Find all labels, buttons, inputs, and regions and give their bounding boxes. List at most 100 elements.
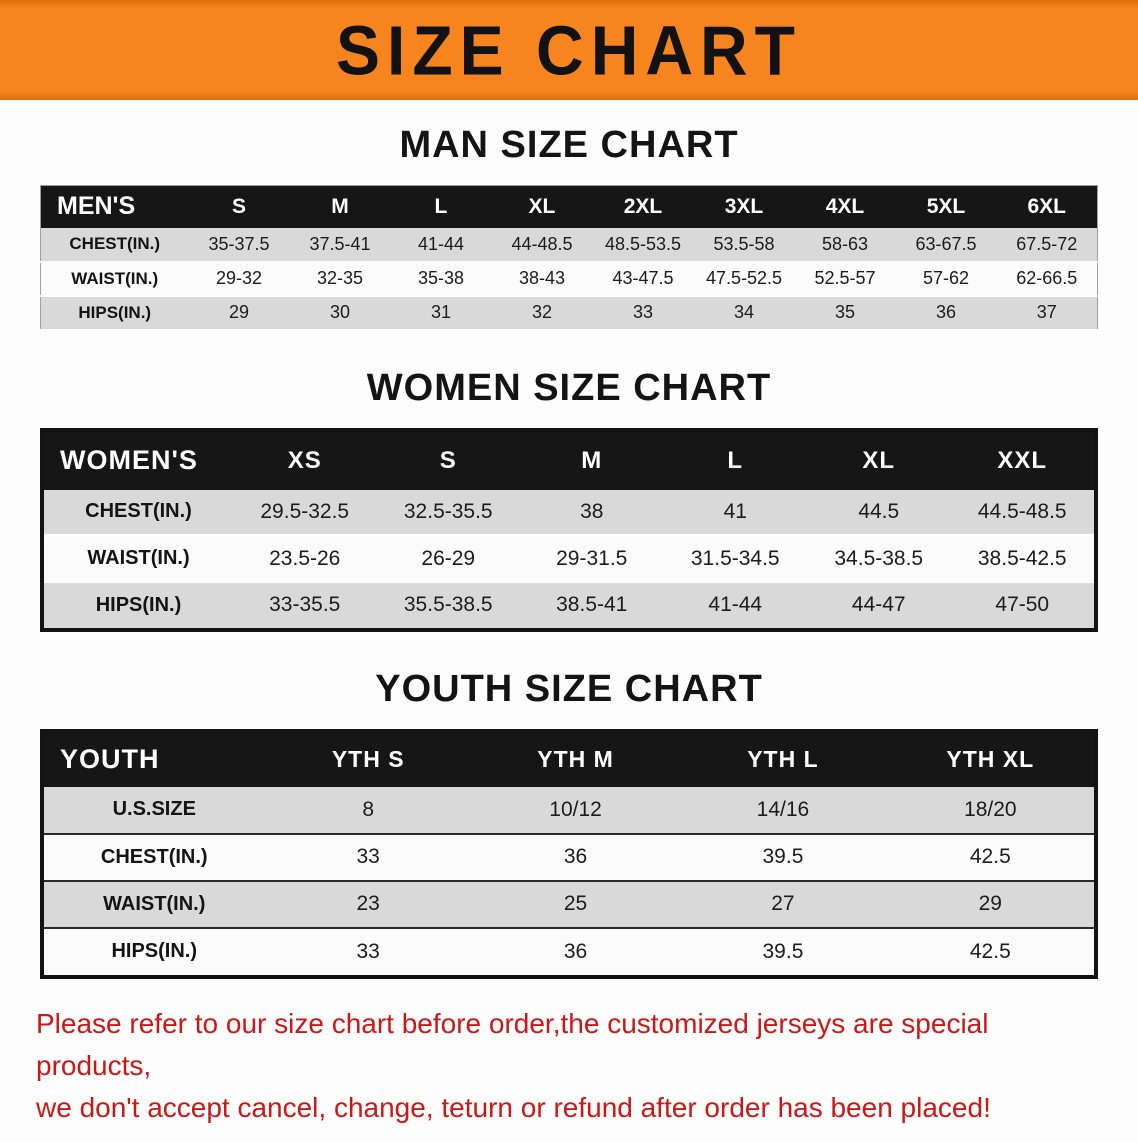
size-value-cell: 37 (1036, 302, 1057, 322)
measurement-row: HIPS(IN.) 33 36 39.5 42.5 (44, 927, 1094, 975)
size-column-header: L (663, 431, 807, 490)
size-value-cell: 41-44 (417, 233, 464, 254)
measurement-row: U.S.SIZE 8 10/12 14/16 18/20 (44, 786, 1094, 834)
size-charts: MAN SIZE CHART MEN'S S M L XL 2XL 3XL 4XL 5XL 6XL… (0, 124, 1138, 979)
header-row: WOMEN'S XS S M L XL XXL (44, 431, 1094, 490)
size-value-cell: 42.5 (969, 939, 1011, 963)
size-value-cell: 26-29 (421, 546, 476, 570)
size-value-cell: 35-37.5 (208, 233, 270, 254)
size-value-cell: 63-67.5 (915, 233, 977, 254)
size-value-cell: 36 (563, 939, 588, 963)
youth-size-section: YOUTH SIZE CHART YOUTH YTH S YTH M YTH L YTH… (0, 668, 1138, 979)
size-value-cell: 52.5-57 (814, 268, 876, 288)
size-column-header: L (390, 185, 492, 228)
size-column-header: XXL (950, 431, 1094, 490)
size-value-cell: 31.5-34.5 (690, 546, 780, 570)
size-value-cell: 32-35 (316, 268, 363, 288)
size-value-cell: 8 (362, 797, 375, 821)
measurement-row: WAIST(IN.) 29-32 32-35 35-38 38-43 43-47.5 47.… (40, 261, 1098, 296)
size-value-cell: 44-47 (851, 593, 906, 617)
size-value-cell: 32.5-35.5 (403, 499, 493, 523)
size-column-header: YTH XL (886, 732, 1094, 787)
women-size-table: WOMEN'S XS S M L XL XXL CHEST(IN.) 29.5-32.5 32.5… (44, 431, 1094, 628)
measurement-row: CHEST(IN.) 33 36 39.5 42.5 (44, 833, 1094, 881)
size-value-cell: 31 (430, 302, 451, 322)
size-column-header: S (188, 185, 290, 228)
size-column-header: XL (491, 185, 593, 228)
size-value-cell: 39.5 (762, 845, 804, 868)
size-column-header: S (376, 431, 520, 490)
measurement-row: WAIST(IN.) 23.5-26 26-29 29-31.5 31.5-34.5 34… (44, 535, 1094, 582)
size-value-cell: 34 (733, 302, 754, 322)
table-title-cell: YOUTH (44, 732, 265, 787)
youth-size-table-wrap: YOUTH YTH S YTH M YTH L YTH XL U.S.SIZE 8 10/12… (40, 728, 1098, 979)
size-value-cell: 38.5-41 (556, 593, 628, 617)
size-value-cell: 42.5 (969, 845, 1011, 868)
size-value-cell: 57-62 (922, 268, 969, 288)
size-value-cell: 23.5-26 (269, 546, 341, 570)
men-size-table: MEN'S S M L XL 2XL 3XL 4XL 5XL 6XL CHEST(IN.) 35-37… (40, 185, 1098, 331)
size-value-cell: 48.5-53.5 (604, 233, 681, 254)
measurement-row: CHEST(IN.) 29.5-32.5 32.5-35.5 38 41 44.5 44.5… (44, 489, 1094, 536)
size-value-cell: 35-38 (417, 268, 464, 288)
size-column-header: 5XL (895, 185, 997, 228)
size-column-header: 3XL (693, 185, 795, 228)
size-value-cell: 29 (978, 892, 1002, 915)
row-label: CHEST(IN.) (100, 845, 208, 868)
size-value-cell: 47-50 (995, 593, 1050, 617)
size-value-cell: 44-48.5 (511, 233, 573, 254)
table-title-cell: MEN'S (40, 185, 189, 228)
disclaimer-line-2: we don't accept cancel, change, teturn o… (36, 1091, 991, 1123)
size-value-cell: 38-43 (518, 268, 565, 288)
size-value-cell: 41-44 (708, 593, 763, 617)
measurement-row: HIPS(IN.) 29 30 31 32 33 34 35 36 37 (40, 295, 1098, 330)
size-value-cell: 32 (531, 302, 552, 322)
size-column-header: 6XL (996, 185, 1098, 228)
measurement-row: CHEST(IN.) 35-37.5 37.5-41 41-44 44-48.5 48.5… (40, 227, 1098, 262)
women-size-table-wrap: WOMEN'S XS S M L XL XXL CHEST(IN.) 29.5-32.5 32.5… (40, 427, 1098, 632)
size-value-cell: 27 (771, 892, 795, 915)
size-value-cell: 33 (356, 845, 380, 868)
size-value-cell: 43-47.5 (612, 268, 674, 288)
size-value-cell: 23 (356, 892, 380, 915)
size-value-cell: 33-35.5 (269, 593, 341, 617)
size-value-cell: 29-31.5 (556, 546, 628, 570)
row-label: WAIST(IN.) (103, 892, 206, 915)
size-value-cell: 67.5-72 (1016, 233, 1078, 254)
measurement-row: WAIST(IN.) 23 25 27 29 (44, 880, 1094, 928)
disclaimer: Please refer to our size chart before or… (36, 1003, 1102, 1129)
size-column-header: XL (807, 431, 951, 490)
size-value-cell: 38 (580, 499, 604, 523)
size-value-cell: 18/20 (964, 797, 1017, 821)
women-section-heading: WOMEN SIZE CHART (366, 366, 772, 409)
size-value-cell: 29 (228, 302, 249, 322)
men-section-heading: MAN SIZE CHART (399, 124, 739, 166)
size-value-cell: 34.5-38.5 (834, 546, 924, 570)
size-value-cell: 53.5-58 (713, 233, 775, 254)
size-value-cell: 44.5 (858, 499, 900, 523)
size-value-cell: 33 (632, 302, 653, 322)
page-title: SIZE CHART (336, 10, 802, 90)
size-column-header: 4XL (794, 185, 896, 228)
disclaimer-line-1: Please refer to our size chart before or… (36, 1007, 989, 1081)
table-title-cell: WOMEN'S (44, 431, 233, 490)
size-value-cell: 10/12 (549, 797, 602, 821)
size-value-cell: 14/16 (756, 797, 810, 821)
size-column-header: YTH L (679, 732, 887, 787)
men-size-table-wrap: MEN'S S M L XL 2XL 3XL 4XL 5XL 6XL CHEST(IN.) 35-37… (40, 185, 1098, 331)
size-chart-banner: SIZE CHART (0, 0, 1138, 100)
row-label: WAIST(IN.) (71, 268, 159, 288)
size-value-cell: 62-66.5 (1016, 268, 1078, 288)
row-label: CHEST(IN.) (69, 234, 161, 253)
row-label: HIPS(IN.) (111, 940, 198, 962)
men-size-section: MAN SIZE CHART MEN'S S M L XL 2XL 3XL 4XL 5XL 6XL… (0, 124, 1138, 331)
size-value-cell: 37.5-41 (309, 233, 371, 254)
size-value-cell: 30 (329, 302, 350, 322)
size-value-cell: 47.5-52.5 (705, 268, 782, 288)
size-value-cell: 35.5-38.5 (403, 593, 493, 617)
youth-size-table: YOUTH YTH S YTH M YTH L YTH XL U.S.SIZE 8 10/12… (44, 732, 1094, 975)
size-column-header: 2XL (592, 185, 694, 228)
youth-section-heading: YOUTH SIZE CHART (375, 667, 763, 710)
row-label: WAIST(IN.) (87, 547, 190, 569)
header-row: MEN'S S M L XL 2XL 3XL 4XL 5XL 6XL (40, 185, 1098, 228)
